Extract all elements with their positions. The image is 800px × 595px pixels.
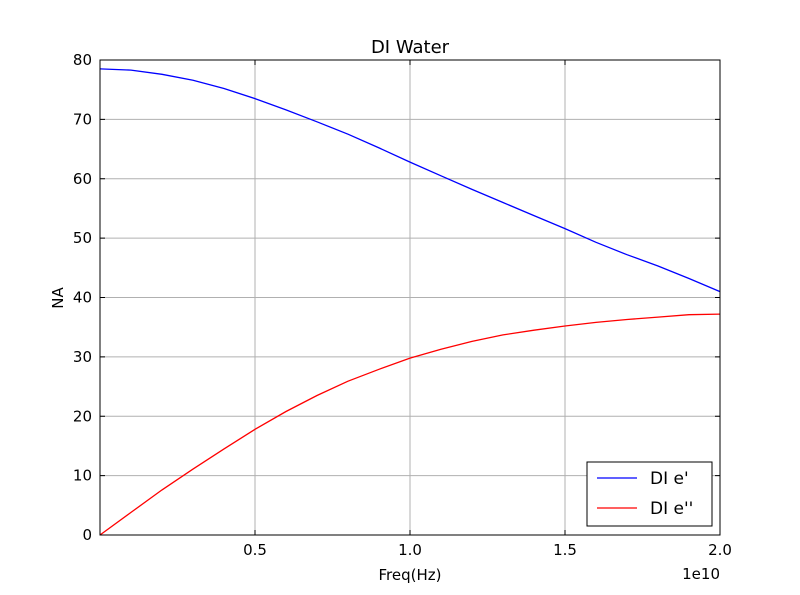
x-tick-label: 2.0 bbox=[708, 541, 732, 559]
series-lines bbox=[99, 68, 721, 536]
y-axis-label: NA bbox=[49, 287, 67, 309]
y-tick-label: 80 bbox=[73, 51, 92, 69]
x-axis-offset-label: 1e10 bbox=[682, 565, 720, 583]
chart-title: DI Water bbox=[371, 37, 450, 58]
y-tick-label: 0 bbox=[82, 526, 92, 544]
y-tick-label: 10 bbox=[73, 467, 92, 485]
x-axis-label: Freq(Hz) bbox=[379, 566, 442, 584]
y-tick-label: 70 bbox=[73, 110, 92, 128]
y-axis-ticks: 0 10 20 30 40 50 60 70 80 bbox=[73, 51, 720, 544]
series-line-0 bbox=[99, 68, 721, 293]
y-tick-label: 20 bbox=[73, 407, 92, 425]
legend-label-1: DI e'' bbox=[650, 499, 693, 519]
x-axis-ticks: 0.5 1.0 1.5 2.0 bbox=[243, 60, 732, 559]
x-tick-label: 1.5 bbox=[553, 541, 577, 559]
series-line-1 bbox=[99, 313, 721, 536]
legend: DI e' DI e'' bbox=[586, 461, 713, 527]
x-tick-label: 0.5 bbox=[243, 541, 267, 559]
legend-box bbox=[586, 461, 713, 527]
y-tick-label: 50 bbox=[73, 229, 92, 247]
y-tick-label: 30 bbox=[73, 348, 92, 366]
x-tick-label: 1.0 bbox=[398, 541, 422, 559]
y-tick-label: 60 bbox=[73, 170, 92, 188]
y-tick-label: 40 bbox=[73, 289, 92, 307]
legend-label-0: DI e' bbox=[650, 469, 689, 489]
